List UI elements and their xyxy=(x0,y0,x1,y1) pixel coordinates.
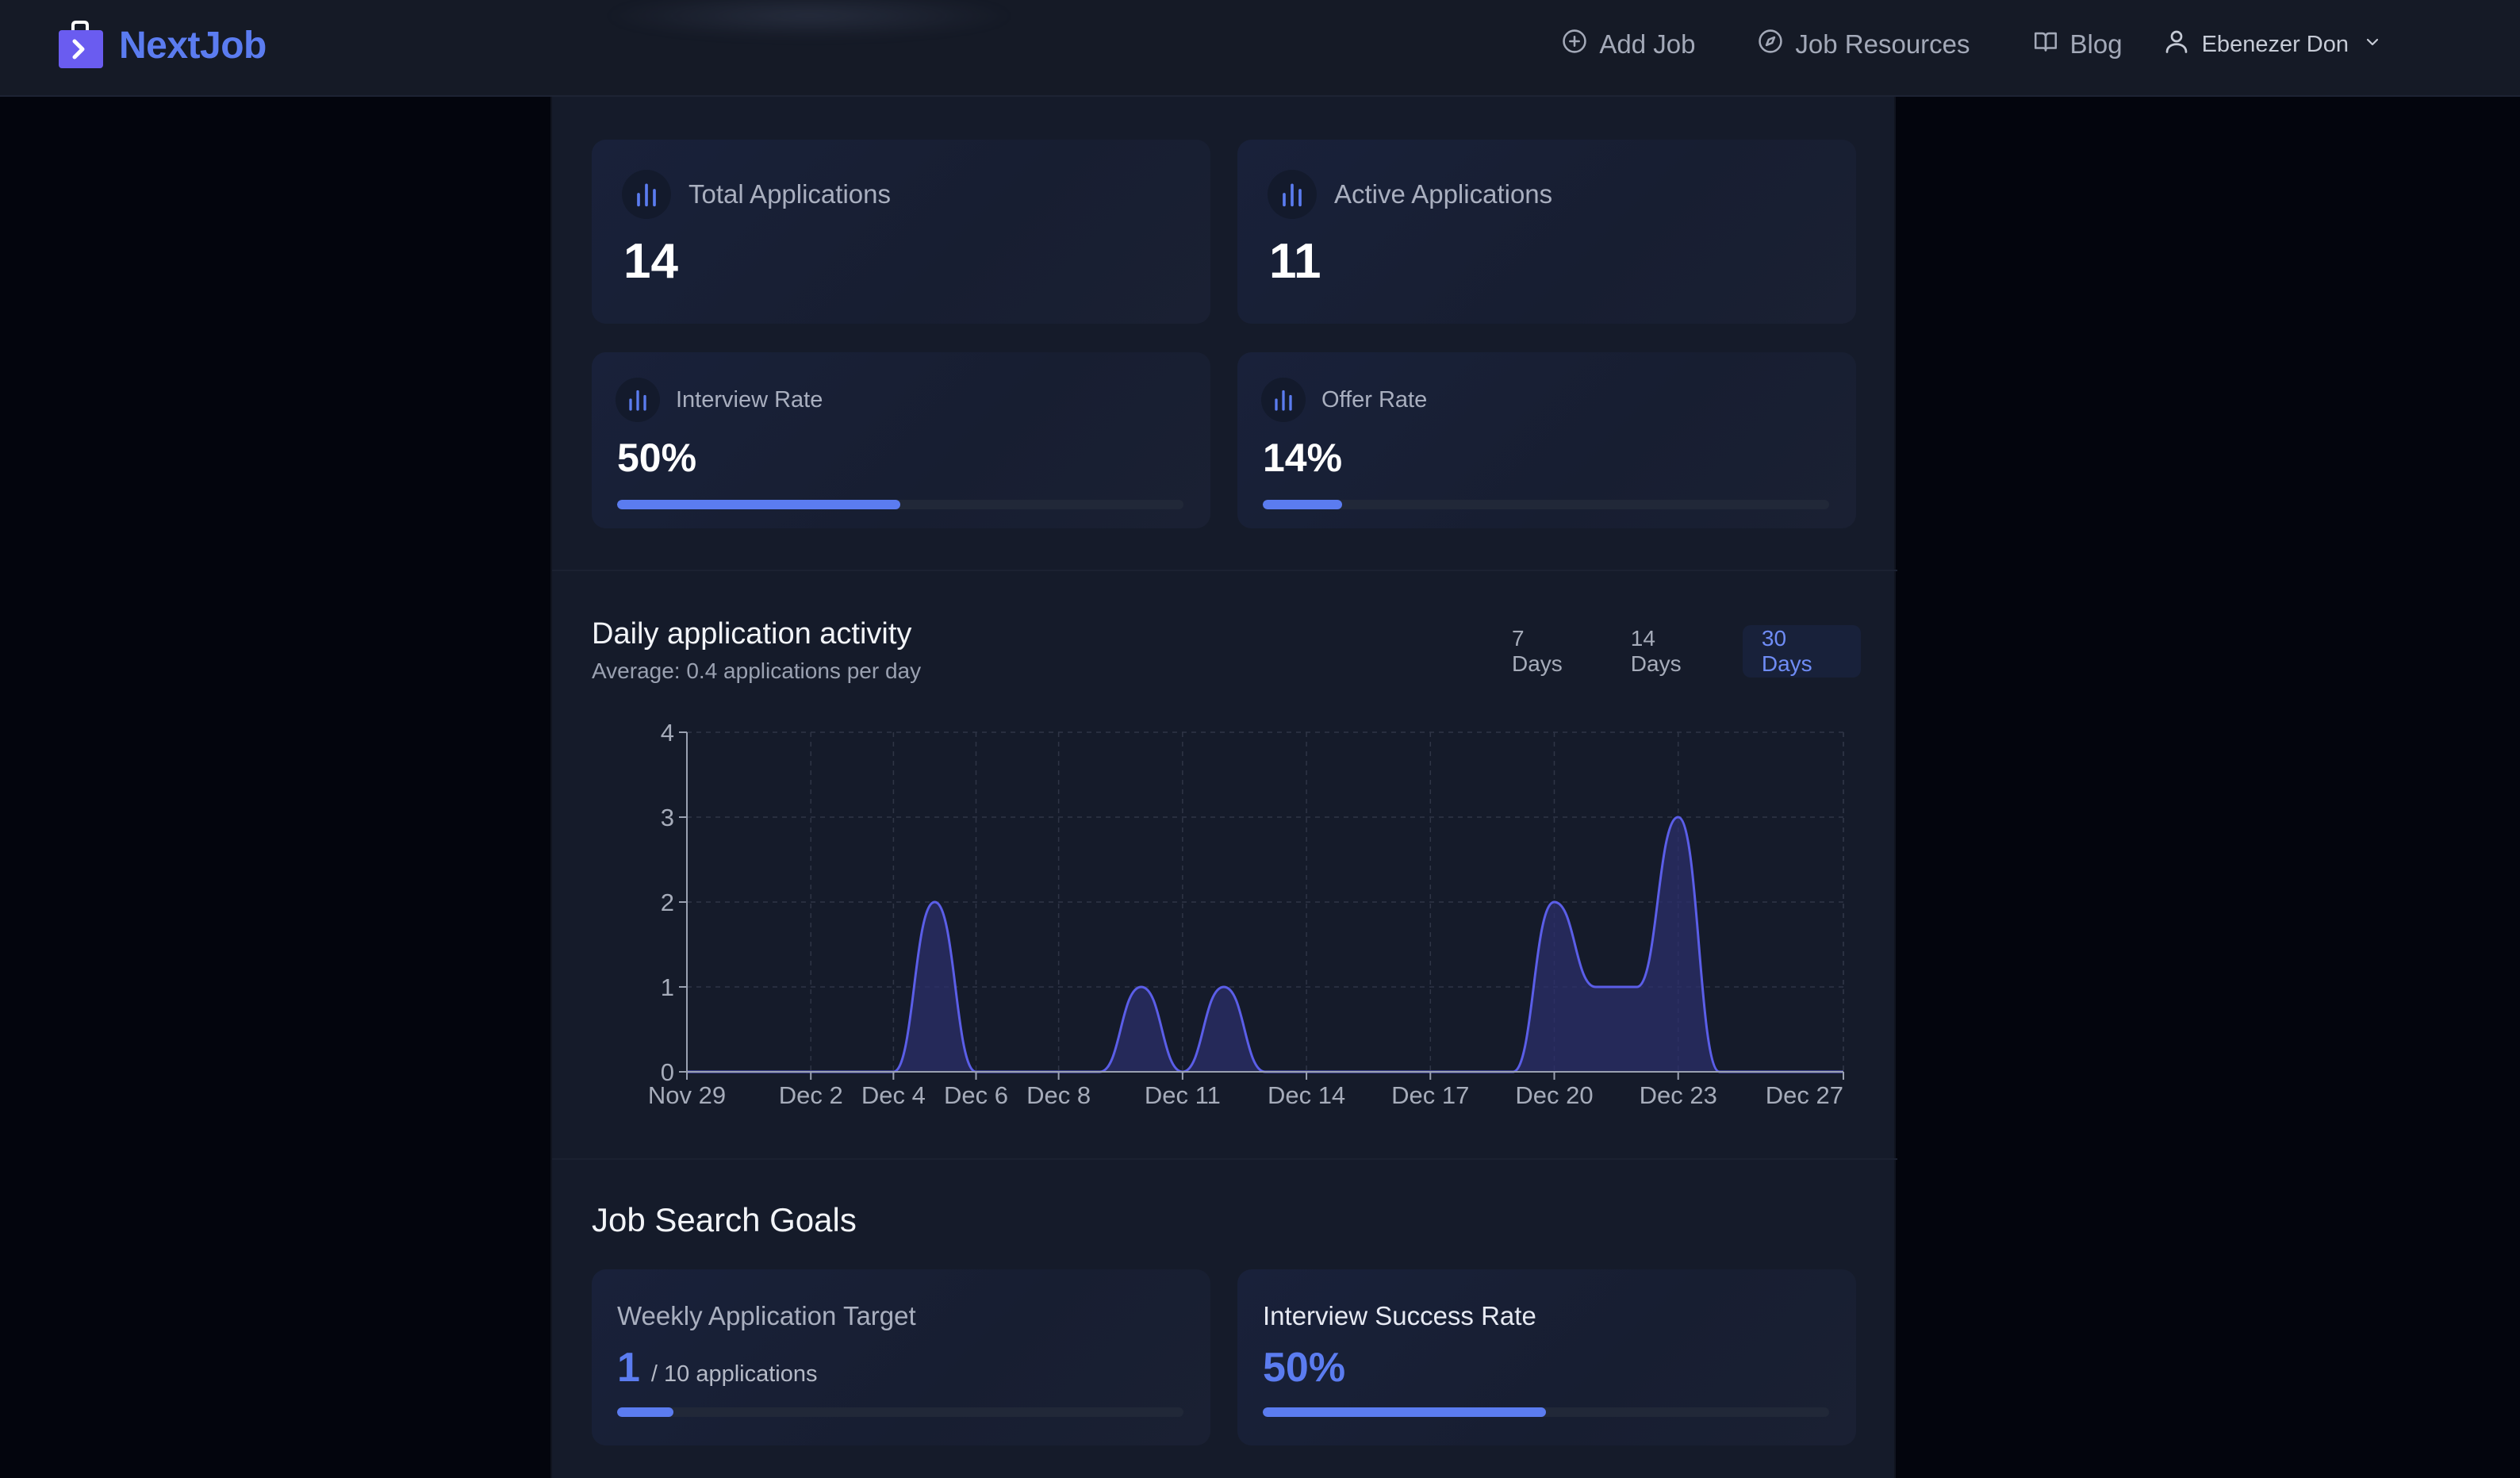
goal-value-row: 1 / 10 applications xyxy=(617,1344,818,1392)
stat-value: 14 xyxy=(623,234,678,289)
stat-value: 50% xyxy=(617,436,697,480)
nav-menu: Add Job Job Resources Blog Ebenezer Don xyxy=(1499,0,2393,89)
progress-fill xyxy=(617,500,900,509)
stat-label: Active Applications xyxy=(1334,179,1553,209)
x-tick-label: Dec 14 xyxy=(1268,1081,1345,1109)
weekly-target-progress xyxy=(617,1407,1183,1417)
top-navbar: NextJob Add Job Job Resources Blog Ebene… xyxy=(0,0,2520,97)
progress-fill xyxy=(1263,1407,1546,1417)
range-tab-14-days[interactable]: 14 Days xyxy=(1630,626,1682,676)
bar-chart-icon xyxy=(616,378,660,422)
bar-chart-icon xyxy=(1268,170,1317,219)
goal-card-interview-success: Interview Success Rate 50% xyxy=(1237,1269,1856,1445)
section-divider xyxy=(552,570,1897,571)
goal-card-weekly-target: Weekly Application Target 1 / 10 applica… xyxy=(592,1269,1210,1445)
x-tick-label: Dec 8 xyxy=(1026,1081,1091,1109)
goal-suffix: / 10 applications xyxy=(650,1361,818,1387)
y-tick-label: 3 xyxy=(661,804,674,831)
stat-card-interview-rate: Interview Rate 50% xyxy=(592,352,1210,528)
goals-title: Job Search Goals xyxy=(592,1201,857,1238)
progress-fill xyxy=(1263,500,1342,509)
interview-rate-progress xyxy=(617,500,1183,509)
chevron-down-icon xyxy=(2363,32,2393,58)
app-name: NextJob xyxy=(119,24,267,67)
x-tick-label: Dec 17 xyxy=(1391,1081,1469,1109)
section-divider xyxy=(552,1158,1897,1160)
dashboard-panel: Total Applications 14 Active Application… xyxy=(550,97,1897,1478)
blurred-nav-area xyxy=(603,0,1015,40)
goal-label: Interview Success Rate xyxy=(1263,1301,1536,1330)
range-tab-30-days[interactable]: 30 Days xyxy=(1742,625,1861,678)
x-tick-label: Dec 2 xyxy=(779,1081,843,1109)
stat-value: 11 xyxy=(1269,234,1321,289)
activity-title: Daily application activity xyxy=(592,617,912,651)
stat-label: Interview Rate xyxy=(676,387,823,413)
goal-value: 50% xyxy=(1263,1345,1346,1391)
stat-card-offer-rate: Offer Rate 14% xyxy=(1237,352,1856,528)
nav-blog-label: Blog xyxy=(2069,29,2123,59)
logo[interactable]: NextJob xyxy=(57,21,267,70)
stat-label: Offer Rate xyxy=(1321,387,1428,413)
compass-icon xyxy=(1757,28,1795,61)
book-icon xyxy=(2032,28,2070,61)
y-tick-label: 4 xyxy=(661,719,674,747)
stat-card-active-applications: Active Applications 11 xyxy=(1237,140,1856,324)
goal-label: Weekly Application Target xyxy=(617,1301,916,1330)
nav-blog[interactable]: Blog xyxy=(2032,28,2123,61)
x-tick-label: Dec 23 xyxy=(1640,1081,1717,1109)
plus-circle-icon xyxy=(1561,28,1599,61)
series-area xyxy=(687,817,1843,1072)
x-tick-label: Dec 20 xyxy=(1515,1081,1593,1109)
range-tabs: 7 Days 14 Days 30 Days xyxy=(1480,625,1861,678)
bar-chart-icon xyxy=(622,170,671,219)
x-tick-label: Nov 29 xyxy=(648,1081,726,1109)
user-name: Ebenezer Don xyxy=(2201,31,2349,57)
user-menu[interactable]: Ebenezer Don xyxy=(2162,27,2393,62)
nav-add-job[interactable]: Add Job xyxy=(1561,28,1695,61)
x-tick-label: Dec 27 xyxy=(1766,1081,1843,1109)
offer-rate-progress xyxy=(1263,500,1829,509)
y-tick-label: 0 xyxy=(661,1058,674,1086)
activity-chart: 0 1 2 3 4 Nov 29 Dec 2 Dec 4 Dec 6 Dec 8 Dec 11 Dec… xyxy=(648,719,1844,1109)
stat-label: Total Applications xyxy=(688,179,891,209)
progress-fill xyxy=(617,1407,674,1417)
x-tick-label: Dec 4 xyxy=(861,1081,926,1109)
x-tick-label: Dec 6 xyxy=(944,1081,1008,1109)
nav-job-resources-label: Job Resources xyxy=(1795,29,1970,59)
stat-value: 14% xyxy=(1263,436,1343,480)
range-tab-7-days[interactable]: 7 Days xyxy=(1512,626,1563,676)
briefcase-logo-icon xyxy=(57,21,105,70)
interview-success-progress xyxy=(1263,1407,1829,1417)
y-tick-label: 1 xyxy=(661,973,674,1001)
y-tick-label: 2 xyxy=(661,889,674,916)
goal-value: 1 xyxy=(617,1345,640,1391)
x-tick-label: Dec 11 xyxy=(1145,1081,1221,1109)
nav-add-job-label: Add Job xyxy=(1599,29,1696,59)
activity-subtitle: Average: 0.4 applications per day xyxy=(592,658,922,683)
bar-chart-icon xyxy=(1261,378,1306,422)
nav-job-resources[interactable]: Job Resources xyxy=(1757,28,1970,61)
user-icon xyxy=(2162,27,2202,62)
stat-card-total-applications: Total Applications 14 xyxy=(592,140,1210,324)
